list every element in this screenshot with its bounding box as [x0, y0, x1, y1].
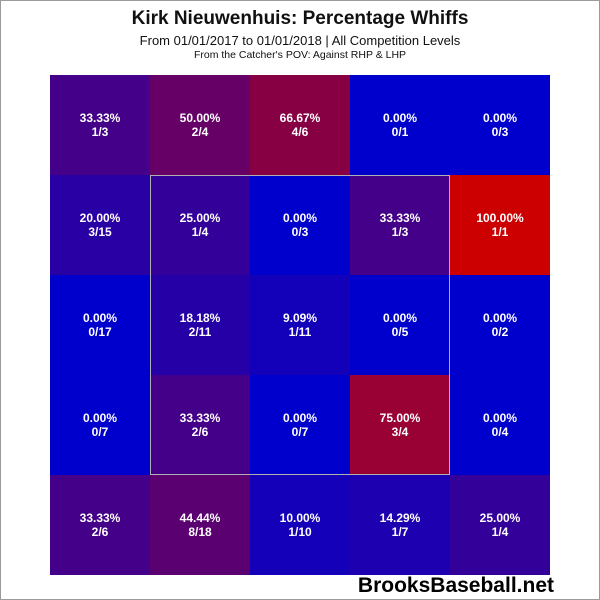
cell-fraction: 0/2: [491, 325, 509, 339]
heatmap-cell: 0.00% 0/1: [350, 75, 450, 175]
cell-fraction: 3/4: [391, 425, 409, 439]
cell-percentage: 25.00%: [479, 511, 521, 525]
heatmap-grid: 33.33% 1/3 50.00% 2/4 66.67% 4/6 0.00% 0/1 0.00%…: [50, 75, 550, 575]
heatmap-cell: 9.09% 1/11: [250, 275, 350, 375]
cell-fraction: 2/11: [188, 325, 212, 339]
cell-percentage: 100.00%: [476, 211, 524, 225]
cell-percentage: 66.67%: [279, 111, 321, 125]
cell-percentage: 9.09%: [282, 311, 318, 325]
cell-fraction: 0/3: [491, 125, 509, 139]
cell-fraction: 1/11: [288, 325, 312, 339]
heatmap-cell: 0.00% 0/7: [50, 375, 150, 475]
cell-percentage: 20.00%: [79, 211, 121, 225]
heatmap-cell: 44.44% 8/18: [150, 475, 250, 575]
chart-title: Kirk Nieuwenhuis: Percentage Whiffs: [131, 8, 469, 29]
heatmap-cell: 66.67% 4/6: [250, 75, 350, 175]
heatmap-cell: 75.00% 3/4: [350, 375, 450, 475]
heatmap-cell: 0.00% 0/17: [50, 275, 150, 375]
heatmap-cell: 0.00% 0/3: [450, 75, 550, 175]
cell-fraction: 1/4: [491, 525, 509, 539]
heatmap-cell: 0.00% 0/7: [250, 375, 350, 475]
cell-fraction: 1/1: [491, 225, 509, 239]
chart-subtitle: From 01/01/2017 to 01/01/2018 | All Comp…: [139, 33, 461, 48]
cell-fraction: 0/7: [91, 425, 109, 439]
heatmap-cell: 33.33% 2/6: [150, 375, 250, 475]
heatmap-cell: 50.00% 2/4: [150, 75, 250, 175]
cell-percentage: 14.29%: [379, 511, 421, 525]
heatmap-cell: 33.33% 2/6: [50, 475, 150, 575]
heatmap-cell: 0.00% 0/2: [450, 275, 550, 375]
cell-fraction: 2/6: [191, 425, 209, 439]
cell-percentage: 33.33%: [79, 511, 121, 525]
cell-fraction: 1/3: [91, 125, 109, 139]
cell-percentage: 0.00%: [482, 311, 518, 325]
cell-percentage: 33.33%: [79, 111, 121, 125]
cell-percentage: 50.00%: [179, 111, 221, 125]
cell-percentage: 33.33%: [379, 211, 421, 225]
cell-percentage: 0.00%: [382, 311, 418, 325]
heatmap-cell: 100.00% 1/1: [450, 175, 550, 275]
cell-percentage: 0.00%: [282, 211, 318, 225]
cell-fraction: 3/15: [88, 225, 112, 239]
cell-fraction: 1/7: [391, 525, 409, 539]
heatmap-cell: 0.00% 0/5: [350, 275, 450, 375]
cell-fraction: 0/5: [391, 325, 409, 339]
cell-fraction: 0/4: [491, 425, 509, 439]
cell-fraction: 4/6: [291, 125, 309, 139]
cell-percentage: 0.00%: [82, 311, 118, 325]
heatmap-cell: 18.18% 2/11: [150, 275, 250, 375]
cell-percentage: 0.00%: [482, 411, 518, 425]
cell-fraction: 2/6: [91, 525, 109, 539]
cell-percentage: 44.44%: [179, 511, 221, 525]
cell-percentage: 75.00%: [379, 411, 421, 425]
cell-percentage: 25.00%: [179, 211, 221, 225]
heatmap-cell: 0.00% 0/3: [250, 175, 350, 275]
cell-percentage: 10.00%: [279, 511, 321, 525]
heatmap-cell: 25.00% 1/4: [450, 475, 550, 575]
cell-fraction: 0/7: [291, 425, 309, 439]
cell-fraction: 0/17: [88, 325, 112, 339]
heatmap-cell: 33.33% 1/3: [350, 175, 450, 275]
watermark: BrooksBaseball.net: [357, 574, 554, 597]
cell-fraction: 1/10: [288, 525, 312, 539]
cell-percentage: 0.00%: [82, 411, 118, 425]
heatmap-cell: 14.29% 1/7: [350, 475, 450, 575]
heatmap-cell: 20.00% 3/15: [50, 175, 150, 275]
heatmap-cell: 33.33% 1/3: [50, 75, 150, 175]
cell-fraction: 0/3: [291, 225, 309, 239]
cell-fraction: 1/3: [391, 225, 409, 239]
cell-percentage: 0.00%: [282, 411, 318, 425]
cell-fraction: 8/18: [188, 525, 212, 539]
heatmap-cell: 25.00% 1/4: [150, 175, 250, 275]
cell-fraction: 0/1: [391, 125, 409, 139]
cell-fraction: 1/4: [191, 225, 209, 239]
cell-percentage: 18.18%: [179, 311, 221, 325]
cell-percentage: 33.33%: [179, 411, 221, 425]
cell-percentage: 0.00%: [382, 111, 418, 125]
chart-note: From the Catcher's POV: Against RHP & LH…: [193, 49, 407, 61]
heatmap-cell: 10.00% 1/10: [250, 475, 350, 575]
heatmap-cell: 0.00% 0/4: [450, 375, 550, 475]
cell-fraction: 2/4: [191, 125, 209, 139]
cell-percentage: 0.00%: [482, 111, 518, 125]
